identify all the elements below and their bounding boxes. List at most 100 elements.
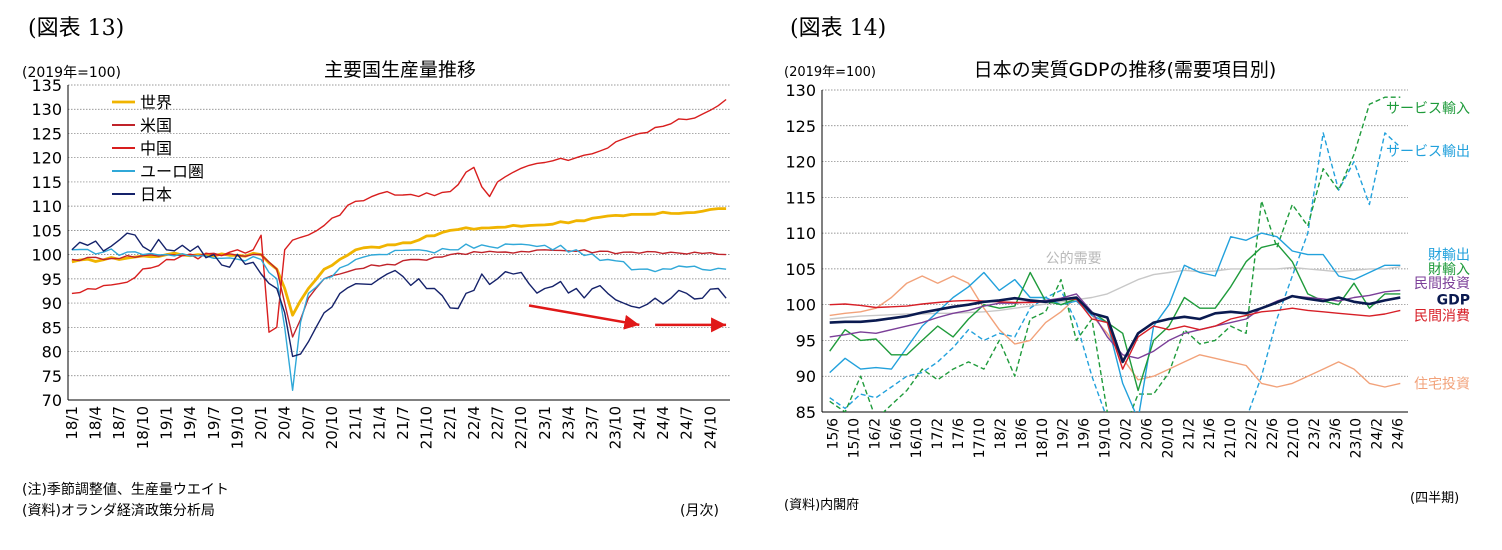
x-tick-label: 23/10 [607,406,625,449]
series-line-財輸入 [829,243,1401,392]
legend-label: 世界 [140,93,172,112]
gdp-chart: 日本の実質GDPの推移(需要項目別) (2019年=100) 85 90 95 100… [784,59,1470,458]
y-tick-label: 80 [42,343,62,362]
y-tick-label: 85 [42,318,62,337]
series-label: 財輸入 [1428,262,1470,278]
x-tick-label: 19/7 [205,406,223,440]
x-tick-label: 19/2 [1056,418,1072,449]
x-tick-label: 18/6 [1014,418,1030,450]
x-tick-label: 21/1 [347,406,365,440]
footnote: (注)季節調整値、生産量ウエイト [22,482,229,498]
x-tick-label: 18/1 [63,406,81,440]
series-line-公的需要 [829,266,1401,320]
y-tick-label: 120 [31,149,62,168]
y-tick-label: 90 [42,294,62,313]
x-tick-label: 22/6 [1265,418,1281,450]
x-tick-label: 23/4 [559,406,577,440]
x-tick-label: 18/2 [993,418,1009,449]
series-label-inline: 公的需要 [1046,251,1102,267]
y-tick-label: 105 [785,260,816,279]
x-tick-label: 22/7 [489,406,507,440]
series-label: GDP [1437,293,1470,309]
x-tick-label: 21/10 [418,406,436,449]
y-unit-label: (2019年=100) [22,65,121,81]
y-tick-label: 95 [796,331,816,350]
x-tick-label: 19/1 [158,406,176,440]
x-tick-label: 19/10 [228,406,246,449]
x-tick-label: 22/2 [1244,418,1260,449]
x-tick-label: 20/4 [276,406,294,440]
x-tick-label: 16/2 [867,418,883,449]
source-right: (資料)内閣府 [784,498,860,513]
x-tick-label: 20/6 [1139,418,1155,450]
x-tick-label: 15/6 [825,418,841,450]
x-tick-label: 15/10 [846,418,862,458]
x-tick-label: 21/7 [394,406,412,440]
x-tick-label: 24/7 [678,406,696,440]
x-tick-label: 21/4 [370,406,388,440]
legend-label: 中国 [140,139,172,158]
y-tick-label: 130 [31,100,62,119]
x-tick-label: 24/6 [1391,418,1407,450]
x-tick-label: 23/2 [1307,418,1323,449]
series-line-日本 [71,232,727,358]
x-tick-label: 23/7 [583,406,601,440]
x-tick-label: 20/7 [299,406,317,440]
x-tick-label: 20/1 [252,406,270,440]
legend-label: 日本 [140,185,172,204]
y-tick-label: 125 [31,124,62,143]
y-tick-label: 120 [785,153,816,172]
figure-14-label: (図表 14) [790,16,887,41]
x-tick-label: 22/10 [512,406,530,449]
y-tick-label: 100 [785,296,816,315]
series-label: 財輸出 [1428,248,1470,264]
y-tick-label: 110 [31,197,62,216]
x-tick-label: 21/2 [1181,418,1197,449]
x-tick-label: 23/1 [536,406,554,440]
trend-arrow [528,304,640,330]
x-tick-label: 19/4 [181,406,199,440]
x-tick-label: 22/4 [465,406,483,440]
y-tick-label: 130 [785,81,816,100]
x-tick-label: 18/4 [87,406,105,440]
x-tick-label: 16/10 [909,418,925,458]
chart-title: 主要国生産量推移 [324,59,476,81]
y-unit-label: (2019年=100) [784,65,876,80]
chart-title: 日本の実質GDPの推移(需要項目別) [974,59,1277,81]
series-line-民間消費 [829,298,1401,370]
x-tick-label: 18/10 [1035,418,1051,458]
series-line-住宅投資 [829,275,1401,388]
x-tick-label: 24/2 [1370,418,1386,449]
x-tick-label: 24/1 [630,406,648,440]
x-tick-label: 23/6 [1328,418,1344,450]
y-tick-label: 110 [785,224,816,243]
y-tick-label: 70 [42,391,62,410]
x-tick-label: 19/6 [1077,418,1093,450]
series-label: サービス輸入 [1386,101,1470,117]
x-tick-label: 17/10 [972,418,988,458]
x-tick-label: 22/10 [1286,418,1302,458]
x-tick-label: 24/4 [654,406,672,440]
series-line-サービス輸入 [829,96,1401,412]
series-line-財輸出 [829,232,1401,412]
y-tick-label: 135 [31,76,62,95]
x-tick-label: 20/2 [1118,418,1134,449]
x-tick-label: 20/10 [1160,418,1176,458]
y-tick-label: 105 [31,221,62,240]
legend-label: 米国 [140,116,172,135]
y-tick-label: 125 [785,117,816,136]
x-tick-label: 21/10 [1223,418,1239,458]
x-tick-label: 23/10 [1349,418,1365,458]
x-tick-label: 17/6 [951,418,967,450]
y-tick-label: 115 [785,188,816,207]
x-tick-label: 22/1 [441,406,459,440]
legend-label: ユーロ圏 [140,162,204,181]
series-line-ユーロ圏 [71,243,727,391]
production-chart: 主要国生産量推移 (2019年=100) 70 75 80 85 90 95 100 105 1… [22,59,730,449]
source-left: (資料)オランダ経済政策分析局 [22,503,215,519]
x-tick-label: 24/10 [701,406,719,449]
x-tick-label: 16/6 [888,418,904,450]
y-tick-label: 100 [31,246,62,265]
series-line-中国 [71,98,727,333]
x-tick-label: 17/2 [930,418,946,449]
